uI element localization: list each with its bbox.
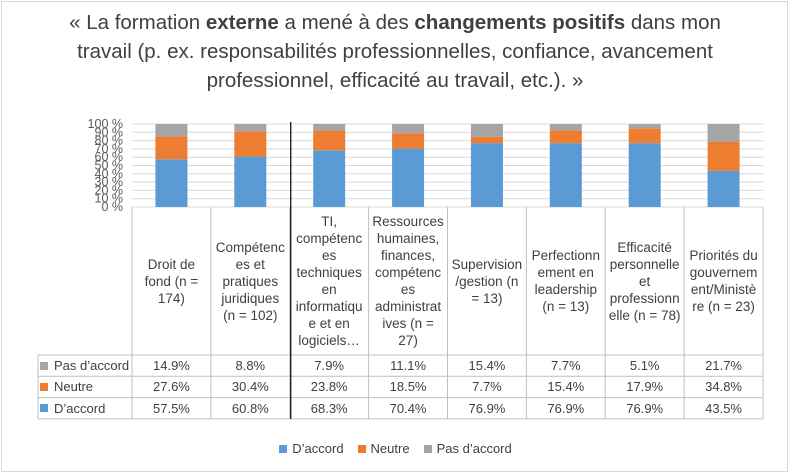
- title-bold-2: changements positifs: [414, 11, 626, 34]
- bar-segment: [628, 124, 661, 129]
- data-label: 30.4%: [231, 379, 269, 395]
- data-label: 70.4%: [389, 400, 427, 416]
- data-label: 23.8%: [310, 379, 348, 395]
- data-label: 8.8%: [235, 358, 266, 373]
- data-label: 15.4%: [468, 358, 506, 373]
- bar-segment: [628, 143, 661, 207]
- data-label: 68.3%: [310, 400, 348, 416]
- data-label: 14.9%: [153, 358, 190, 373]
- bar-segment: [392, 133, 425, 149]
- legend-item: Pas d’accord: [423, 441, 512, 456]
- bar-segment: [234, 156, 267, 207]
- table-row-label: D’accord: [40, 398, 132, 419]
- bar-segment: [155, 124, 188, 137]
- bar-segment: [470, 124, 503, 137]
- bar-segment: [707, 124, 740, 143]
- legend-item: D’accord: [279, 441, 344, 456]
- x-category-label: TI, compétenc es techniques en informatiqu e e…: [295, 214, 363, 348]
- bar-segment: [549, 124, 582, 131]
- bar-segment: [470, 143, 503, 207]
- bar-segment: [234, 131, 267, 157]
- bar-segment: [549, 130, 582, 144]
- bar-segment: [549, 143, 582, 207]
- data-label: 76.9%: [468, 400, 506, 416]
- bar-segment: [392, 148, 425, 207]
- x-category-label: Perfectionn ement en leadership (n = 13): [531, 248, 600, 314]
- y-tick-label: 40 %: [95, 167, 124, 181]
- x-category-label: Droit de fond (n = 174): [144, 256, 199, 306]
- x-category-label: Priorités du gouvernem ent/Ministè re (n = …: [689, 248, 758, 314]
- bar-segment: [155, 136, 188, 160]
- series-swatch: [40, 404, 48, 413]
- chart-title: « La formation externe a mené à des chan…: [40, 8, 750, 95]
- y-tick-label: 100 %: [88, 117, 123, 131]
- title-part-2: a mené à des: [278, 11, 415, 34]
- table-row-label: Pas d’accord: [40, 355, 132, 376]
- legend-swatch: [279, 444, 288, 453]
- bar-segment: [707, 170, 740, 207]
- bar-segment: [392, 124, 425, 134]
- legend-swatch: [423, 444, 432, 453]
- bar-segment: [707, 142, 740, 171]
- bar-segment: [234, 124, 267, 132]
- data-label: 18.5%: [389, 379, 427, 395]
- y-tick-label: 50 %: [95, 159, 124, 173]
- chart-legend: D’accord Neutre Pas d’accord: [0, 441, 791, 456]
- bar-segment: [313, 130, 346, 151]
- legend-swatch: [357, 444, 366, 453]
- data-label: 21.7%: [705, 358, 742, 373]
- y-tick-label: 10 %: [95, 192, 124, 206]
- title-part-1: « La formation: [69, 11, 206, 34]
- bar-segment: [313, 150, 346, 207]
- data-label: 76.9%: [626, 400, 664, 416]
- data-label: 11.1%: [390, 358, 427, 373]
- bar-segment: [155, 159, 188, 207]
- data-label: 60.8%: [231, 400, 269, 416]
- table-row-label: Neutre: [40, 376, 132, 397]
- legend-label: Pas d’accord: [436, 441, 512, 456]
- bar-segment: [628, 128, 661, 144]
- y-tick-label: 60 %: [95, 150, 124, 164]
- data-label: 57.5%: [153, 400, 190, 416]
- bar-segment: [313, 124, 346, 131]
- title-bold-1: externe: [205, 11, 279, 34]
- data-label: 43.5%: [705, 400, 742, 416]
- data-label: 34.8%: [705, 379, 742, 395]
- title-part-3: dans mon travail (p. ex. responsabilités…: [77, 11, 721, 92]
- x-category-label: Compétenc es et pratiques juridiques (n = 10…: [215, 239, 285, 323]
- legend-item: Neutre: [357, 441, 410, 456]
- x-category-label: Supervision/gestion (n = 13): [451, 256, 523, 306]
- data-label: 7.7%: [472, 379, 502, 395]
- y-tick-label: 70 %: [95, 142, 124, 156]
- data-label: 7.9%: [314, 358, 344, 373]
- y-tick-label: 0 %: [101, 200, 123, 214]
- data-label: 27.6%: [153, 379, 190, 395]
- x-category-label: Efficacité personnelle et professionn elle (…: [608, 239, 681, 323]
- bar-segment: [470, 136, 503, 144]
- y-tick-label: 90 %: [95, 125, 124, 139]
- series-swatch: [40, 382, 48, 391]
- data-label: 5.1%: [629, 358, 660, 373]
- y-tick-label: 20 %: [95, 183, 124, 197]
- data-label: 17.9%: [626, 379, 664, 395]
- y-tick-label: 30 %: [95, 175, 124, 189]
- legend-label: Neutre: [370, 441, 410, 456]
- series-swatch: [40, 361, 48, 370]
- x-category-label: Ressources humaines, finances, compétenc es a…: [372, 214, 444, 348]
- data-label: 7.7%: [550, 358, 581, 373]
- data-label: 15.4%: [547, 379, 585, 395]
- y-tick-label: 80 %: [95, 134, 124, 148]
- data-label: 76.9%: [547, 400, 585, 416]
- legend-label: D’accord: [292, 441, 344, 456]
